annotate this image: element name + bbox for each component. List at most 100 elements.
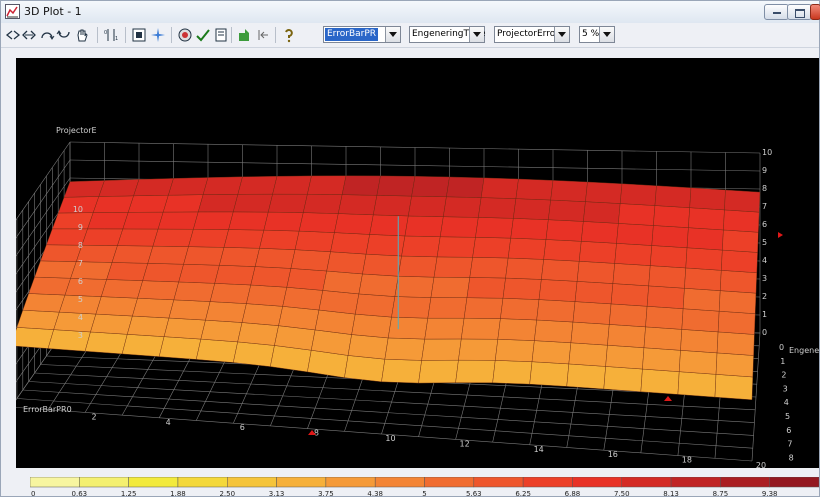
- z-right-tick: 8: [762, 184, 767, 193]
- legend-swatch: [572, 477, 622, 488]
- z-right-tick: 7: [762, 202, 767, 211]
- x-tick: 6: [240, 423, 245, 432]
- legend-label: 2.50: [219, 490, 235, 498]
- chevron-down-icon[interactable]: [385, 27, 400, 42]
- help-icon[interactable]: [281, 27, 297, 43]
- legend-swatch: [227, 477, 277, 488]
- tilt-down-icon[interactable]: [56, 27, 72, 43]
- legend-swatch: [30, 477, 80, 488]
- legend-swatch: [621, 477, 672, 488]
- y-tick: 9: [790, 467, 795, 468]
- y-tick: 5: [785, 412, 790, 421]
- legend-swatch: [79, 477, 129, 488]
- z-right-tick: 3: [762, 274, 767, 283]
- plot3d-icon: [5, 4, 20, 19]
- x-tick: 18: [682, 456, 692, 465]
- x-tick: 14: [534, 445, 544, 454]
- x-axis-select-value: ErrorBarPR: [325, 28, 379, 41]
- x-axis-title: ErrorBarPR0: [23, 405, 72, 414]
- z-right-tick: 10: [762, 148, 772, 157]
- legend-label: 8.75: [713, 490, 729, 498]
- x-tick: 16: [608, 450, 618, 459]
- export-icon[interactable]: [237, 27, 253, 43]
- reset-icon[interactable]: [255, 27, 271, 43]
- legend-swatch: [720, 477, 770, 488]
- z-right-tick: 4: [762, 256, 767, 265]
- z-left-tick: 5: [78, 295, 83, 304]
- y-axis-select-value: EngeneringTime: [412, 29, 486, 39]
- x-tick: 10: [385, 434, 395, 443]
- z-marker-icon[interactable]: [778, 232, 783, 238]
- x-marker-icon[interactable]: [308, 430, 316, 435]
- x-tick: 8: [314, 429, 319, 438]
- rotate-left-icon[interactable]: [5, 27, 21, 43]
- chevron-down-icon[interactable]: [599, 27, 614, 42]
- tilt-up-icon[interactable]: [39, 27, 55, 43]
- legend-swatch: [374, 477, 425, 488]
- minimize-button[interactable]: [764, 4, 789, 20]
- toolbar-separator: [275, 27, 276, 43]
- x-axis-select[interactable]: ErrorBarPR: [323, 26, 401, 43]
- close-button[interactable]: [810, 4, 820, 20]
- surface-mesh: [16, 175, 761, 401]
- rotate-right-icon[interactable]: [21, 27, 37, 43]
- y-tick: 1: [780, 357, 785, 366]
- legend-label: 6.88: [565, 490, 581, 498]
- z-left-tick: 9: [78, 223, 83, 232]
- plot-area[interactable]: ProjectorE 3 4 5 6 7 8 9 10 0 1 2 3 4 5 6 7 8 9 10 2 4 6 8 10 12 1…: [16, 58, 819, 468]
- svg-text:0: 0: [104, 30, 107, 36]
- z-left-tick: 7: [78, 259, 83, 268]
- legend-label: 0: [31, 490, 35, 498]
- y-axis-select[interactable]: EngeneringTime: [409, 26, 486, 43]
- maximize-button[interactable]: [787, 4, 812, 20]
- toolbar-separator: [97, 27, 98, 43]
- legend-label: 3.13: [269, 490, 285, 498]
- title-bar[interactable]: 3D Plot - 1: [1, 1, 820, 24]
- z-left-tick: 3: [78, 331, 83, 340]
- y-tick: 0: [779, 343, 784, 352]
- x-tick: 2: [92, 412, 97, 421]
- y-tick: 6: [786, 426, 791, 435]
- z-right-tick: 9: [762, 166, 767, 175]
- minimize-icon: [772, 12, 781, 14]
- surface-plot[interactable]: ProjectorE345678910012345678910246810121…: [16, 58, 819, 468]
- axis-scale-icon[interactable]: 01: [103, 27, 119, 43]
- sparkle-icon[interactable]: [150, 27, 166, 43]
- z-left-tick: 6: [78, 277, 83, 286]
- z-axis-title: ProjectorE: [56, 126, 97, 135]
- chevron-down-icon[interactable]: [469, 27, 484, 42]
- legend-label: 5: [422, 490, 426, 498]
- z-left-tick: 4: [78, 313, 83, 322]
- x-tick: 12: [460, 439, 470, 448]
- y-axis-title: Engeneri: [789, 346, 819, 355]
- z-axis-select[interactable]: ProjectorError: [494, 26, 570, 43]
- z-right-tick: 0: [762, 328, 767, 337]
- step-select[interactable]: 5 %: [579, 26, 615, 43]
- legend-swatch: [325, 477, 376, 488]
- svg-text:1: 1: [115, 36, 118, 42]
- legend-swatch: [670, 477, 721, 488]
- chevron-down-icon[interactable]: [554, 27, 569, 42]
- pan-hand-icon[interactable]: [74, 27, 90, 43]
- y-tick: 8: [789, 453, 794, 462]
- toolbar-separator: [231, 27, 232, 43]
- y-marker-icon[interactable]: [664, 396, 672, 401]
- legend-label: 7.50: [614, 490, 630, 498]
- legend-swatch: [177, 477, 228, 488]
- y-tick: 3: [783, 384, 788, 393]
- camera-icon[interactable]: [177, 27, 193, 43]
- check-icon[interactable]: [195, 27, 211, 43]
- step-select-value: 5 %: [582, 29, 600, 39]
- legend-swatch: [769, 477, 819, 488]
- legend-label: 3.75: [318, 490, 334, 498]
- page-icon[interactable]: [213, 27, 229, 43]
- legend-label: 4.38: [367, 490, 383, 498]
- legend-label: 8.13: [663, 490, 679, 498]
- fit-view-icon[interactable]: [131, 27, 147, 43]
- legend-swatch: [424, 477, 475, 488]
- legend-swatch: [473, 477, 524, 488]
- legend-label: 1.25: [121, 490, 137, 498]
- legend-swatch: [522, 477, 573, 488]
